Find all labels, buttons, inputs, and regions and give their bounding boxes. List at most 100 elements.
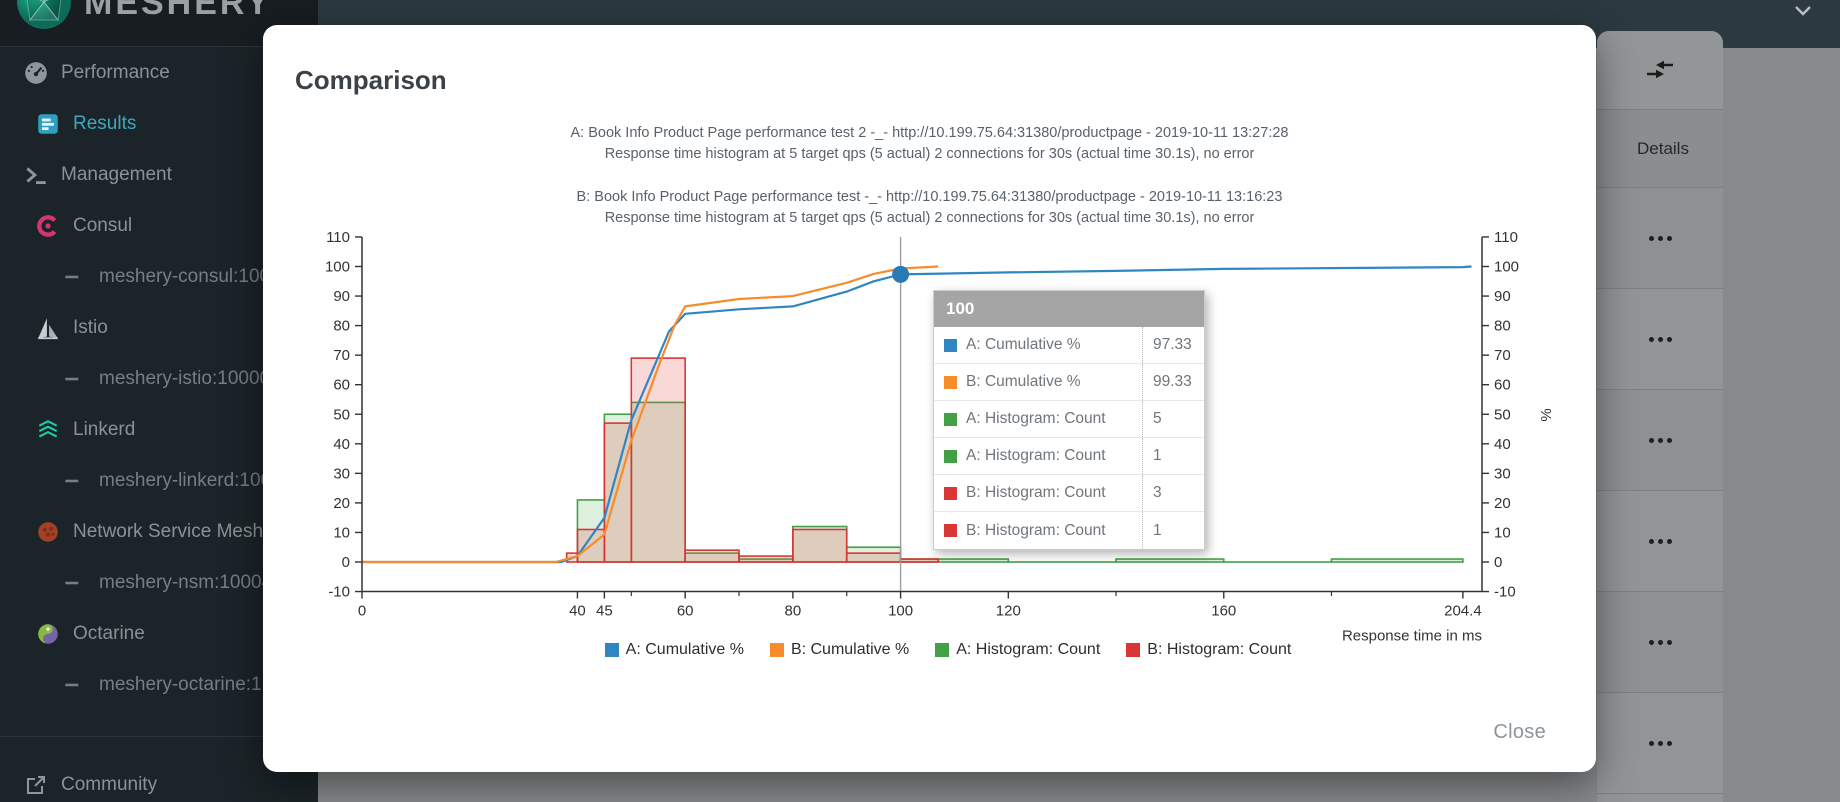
tooltip-row: A: Histogram: Count 5 [934,401,1204,438]
modal-title: Comparison [295,65,447,95]
legend-item-a-histogram-count[interactable]: A: Histogram: Count [935,641,1100,659]
chart-titles: A: Book Info Product Page performance te… [263,123,1596,229]
more-options-icon[interactable] [1648,538,1654,544]
sidebar-item-octarine[interactable]: Octarine [0,608,318,659]
chart-title-b-line2: Response time histogram at 5 target qps … [604,210,1255,226]
tooltip-series-swatch [944,375,957,389]
results-icon [34,110,61,137]
svg-text:204.4: 204.4 [1444,603,1482,620]
sidebar-item-label: meshery-nsm:10004 [99,571,273,593]
consul-icon [34,212,61,239]
sidebar-item-performance[interactable]: Performance [0,47,318,98]
table-row [1597,592,1723,693]
legend-swatch [1126,643,1141,657]
more-options-icon[interactable] [1648,235,1654,241]
tooltip-series-label: B: Histogram: Count [966,521,1106,539]
legend-item-b-cumulative-[interactable]: B: Cumulative % [769,641,910,659]
nsm-icon [34,518,61,545]
terminal-icon [22,161,49,188]
tooltip-series-value: 99.33 [1142,364,1204,400]
svg-text:0: 0 [342,554,350,571]
table-row [1597,390,1723,491]
svg-text:160: 160 [1211,603,1236,620]
compress-columns-button[interactable] [1644,57,1676,83]
sidebar-item-label: Network Service Mesh [73,520,264,542]
tooltip-row: B: Histogram: Count 3 [934,475,1204,512]
tooltip-row: B: Histogram: Count 1 [934,512,1204,549]
comparison-modal: Comparison A: Book Info Product Page per… [263,25,1596,772]
legend-swatch [935,643,950,657]
chevron-down-icon[interactable] [1794,4,1812,23]
more-options-icon[interactable] [1648,336,1654,342]
sidebar-item-label: Community [61,773,158,795]
compress-icon [1647,60,1673,79]
svg-text:60: 60 [677,603,694,620]
legend-item-b-histogram-count[interactable]: B: Histogram: Count [1126,641,1291,659]
svg-text:50: 50 [1494,406,1511,423]
sidebar-item-label: meshery-octarine:1 [99,673,262,695]
svg-text:100: 100 [1494,259,1519,276]
sidebar-item-consul[interactable]: Consul [0,200,318,251]
sidebar-item-label: Istio [73,316,108,338]
sidebar-item-community[interactable]: Community [0,759,318,802]
sidebar-divider [0,736,318,737]
legend-item-a-cumulative-[interactable]: A: Cumulative % [604,641,744,659]
linkerd-icon [34,416,61,443]
tooltip-series-label: A: Histogram: Count [966,410,1106,427]
legend-label: B: Cumulative % [790,641,910,658]
more-options-icon[interactable] [1648,639,1654,645]
sidebar-item-label: Octarine [73,622,145,644]
tooltip-series-label: B: Cumulative % [966,373,1081,390]
sidebar-item-meshery-octarine-1[interactable]: meshery-octarine:1 [0,659,318,710]
svg-text:70: 70 [333,347,350,364]
tooltip-series-label: A: Histogram: Count [966,447,1106,464]
more-options-icon[interactable] [1648,437,1654,443]
svg-text:Response time in ms: Response time in ms [1342,628,1482,645]
svg-text:20: 20 [333,495,350,512]
sidebar-item-meshery-linkerd-100[interactable]: meshery-linkerd:100 [0,455,318,506]
legend-label: B: Histogram: Count [1147,641,1292,658]
sidebar-item-linkerd[interactable]: Linkerd [0,404,318,455]
sidebar-item-management[interactable]: Management [0,149,318,200]
results-table-card: Details [1597,31,1723,802]
logo-text: MESHERY [84,0,272,22]
close-button[interactable]: Close [1483,713,1556,752]
sidebar-item-meshery-nsm-10004[interactable]: meshery-nsm:10004 [0,557,318,608]
table-row [1597,491,1723,592]
svg-text:30: 30 [1494,465,1511,482]
more-options-icon[interactable] [1648,740,1654,746]
meshery-logo-icon [16,0,72,35]
svg-text:60: 60 [1494,377,1511,394]
svg-text:90: 90 [333,288,350,305]
sidebar-item-label: meshery-linkerd:100 [99,469,272,491]
svg-text:80: 80 [785,603,802,620]
sidebar-item-label: meshery-istio:10000 [99,367,271,389]
sidebar-item-istio[interactable]: Istio [0,302,318,353]
svg-text:100: 100 [888,603,913,620]
chart-legend: A: Cumulative % B: Cumulative % A: Histogr… [323,641,1573,659]
sidebar-item-label: meshery-consul:100 [99,265,271,287]
dash-icon [60,569,87,596]
istio-icon [34,314,61,341]
svg-text:45: 45 [596,603,613,620]
sidebar-item-meshery-consul-100[interactable]: meshery-consul:100 [0,251,318,302]
dash-icon [60,467,87,494]
details-column-header: Details [1597,110,1723,188]
tooltip-row: A: Histogram: Count 1 [934,438,1204,475]
svg-text:-10: -10 [1494,584,1516,601]
table-rows [1597,188,1723,794]
tooltip-series-value: 3 [1142,475,1204,511]
svg-text:40: 40 [1494,436,1511,453]
svg-text:40: 40 [333,436,350,453]
tooltip-series-swatch [944,412,957,426]
sidebar-item-meshery-istio-10000[interactable]: meshery-istio:10000 [0,353,318,404]
tooltip-series-value: 5 [1142,401,1204,437]
legend-swatch [769,643,784,657]
dash-icon [60,263,87,290]
tooltip-series-swatch [944,338,957,352]
sidebar-item-network-service-mesh[interactable]: Network Service Mesh [0,506,318,557]
tooltip-series-swatch [944,524,957,537]
sidebar-item-results[interactable]: Results [0,98,318,149]
